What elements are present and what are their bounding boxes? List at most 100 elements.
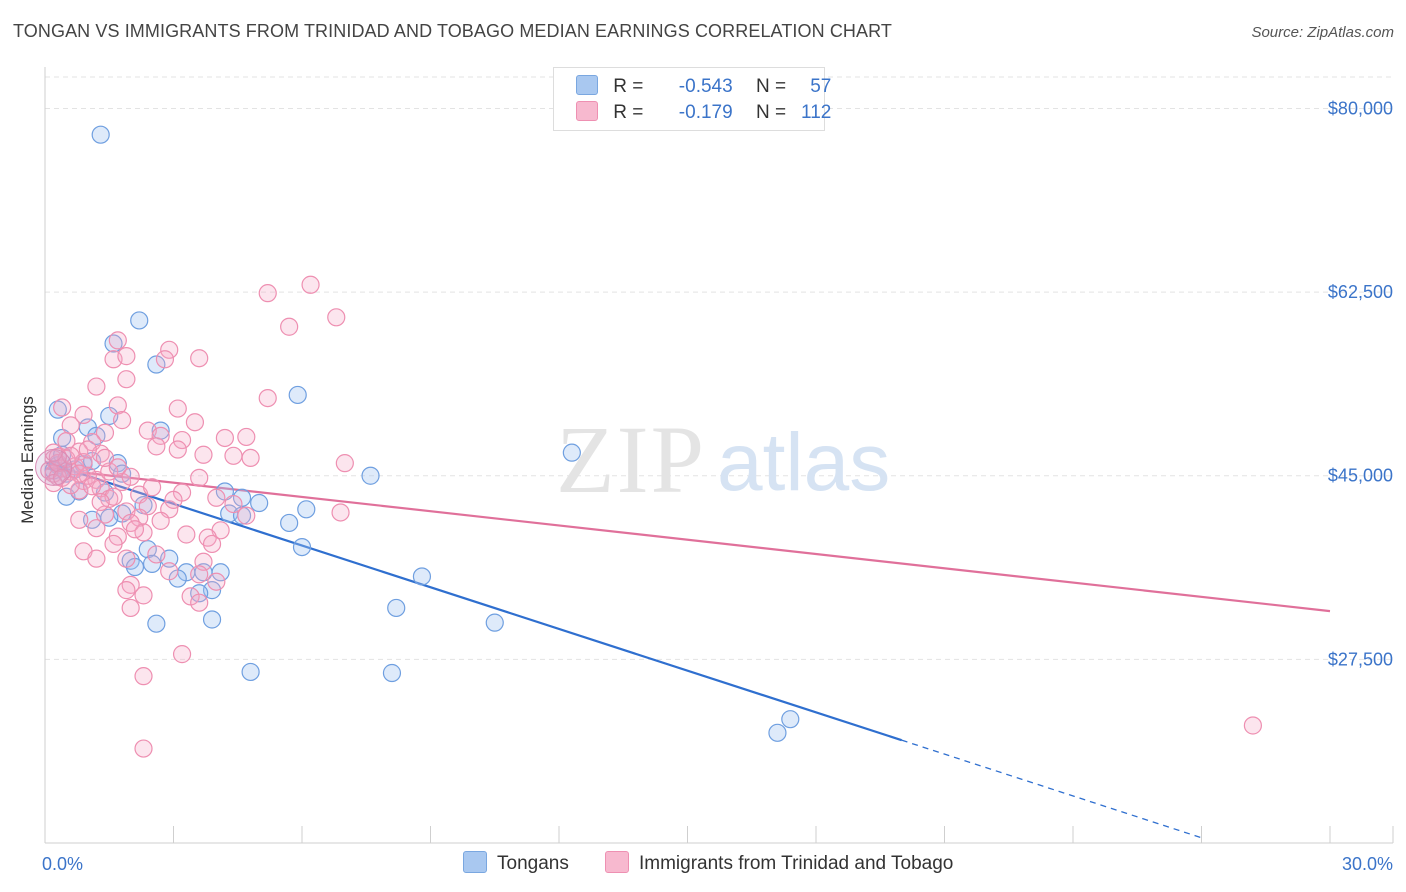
data-point: [100, 462, 119, 481]
trend-line-trinidad-tobago: [44, 467, 1331, 613]
legend-swatch-pink: [576, 101, 598, 121]
series-trinidad-tobago: [40, 275, 1263, 758]
legend-row-tongans: R = -0.543 N = 57: [576, 75, 831, 101]
data-point: [301, 275, 320, 294]
data-point: [207, 572, 226, 591]
data-point: [331, 503, 350, 522]
data-point: [292, 537, 312, 557]
data-point: [74, 405, 93, 424]
y-tick-label: $62,500: [1328, 282, 1393, 302]
data-point: [44, 443, 63, 462]
data-point: [172, 430, 192, 450]
data-point: [215, 428, 234, 448]
bottom-legend-label: Immigrants from Trinidad and Tobago: [639, 853, 954, 874]
data-point: [190, 593, 209, 612]
data-point: [108, 331, 127, 350]
data-point: [485, 613, 504, 632]
data-point: [147, 614, 166, 633]
x-tick-label-max: 30.0%: [1342, 854, 1393, 874]
data-point: [108, 396, 127, 415]
data-point: [138, 540, 157, 559]
data-point-cluster: [35, 448, 73, 486]
data-point: [160, 562, 179, 581]
data-point: [78, 440, 97, 459]
data-point: [258, 284, 277, 303]
data-point: [562, 443, 581, 462]
data-point: [112, 411, 132, 430]
data-point: [125, 520, 145, 539]
trend-line-tongans: [44, 461, 903, 742]
data-point: [241, 448, 260, 468]
data-point: [61, 416, 80, 435]
legend-row-trinidad: R = -0.179 N = 112: [576, 101, 831, 127]
data-point: [250, 493, 269, 513]
data-point: [112, 472, 132, 492]
data-point: [61, 476, 80, 495]
watermark: ZIP atlas: [556, 406, 890, 513]
data-point: [83, 477, 102, 496]
data-point: [91, 492, 110, 512]
chart-title: TONGAN VS IMMIGRANTS FROM TRINIDAD AND T…: [13, 21, 893, 41]
data-point: [202, 610, 222, 629]
data-point: [57, 432, 76, 451]
legend-swatch-blue: [576, 75, 598, 95]
data-point: [164, 490, 183, 509]
data-point: [194, 445, 213, 464]
legend-r-value: -0.179: [678, 102, 733, 123]
data-points: [35, 125, 1263, 758]
data-point: [95, 448, 115, 468]
data-point: [297, 500, 316, 519]
data-point: [155, 350, 175, 369]
data-point: [142, 478, 162, 497]
trend-line-tongans-extension: [901, 739, 1202, 839]
data-point: [1243, 716, 1263, 735]
data-point: [168, 399, 187, 418]
data-point: [70, 510, 89, 529]
data-point: [151, 426, 170, 445]
data-point: [258, 388, 277, 408]
legend-n-value: 112: [801, 102, 832, 123]
data-point: [53, 398, 72, 417]
data-point: [134, 586, 153, 605]
data-point: [121, 598, 140, 618]
data-point: [147, 355, 166, 374]
data-point: [768, 723, 787, 742]
data-point: [327, 308, 346, 327]
trend-lines: [44, 461, 1331, 839]
data-point: [61, 446, 80, 465]
data-point: [142, 554, 162, 573]
data-point: [237, 427, 256, 447]
data-point: [87, 377, 106, 396]
data-point: [224, 494, 243, 514]
data-point: [211, 563, 230, 582]
data-point: [335, 454, 354, 473]
data-point: [134, 667, 153, 686]
data-point: [95, 423, 115, 442]
watermark-atlas: atlas: [717, 417, 890, 508]
x-tick-labels: 0.0% 30.0%: [42, 854, 1393, 874]
data-point: [91, 125, 110, 144]
data-point: [177, 525, 196, 544]
correlation-legend: R = -0.543 N = 57 R = -0.179 N = 112: [553, 67, 831, 131]
data-point: [361, 466, 380, 485]
bottom-legend-label: Tongans: [497, 853, 569, 874]
data-point: [130, 508, 149, 527]
gridlines: [45, 76, 1393, 660]
data-point: [202, 534, 222, 554]
data-point: [151, 511, 170, 530]
legend-r-value: -0.543: [678, 76, 733, 97]
data-point: [190, 349, 209, 368]
data-point: [241, 662, 260, 682]
data-point: [387, 598, 406, 618]
data-point: [108, 458, 127, 477]
data-point: [224, 446, 243, 465]
bottom-legend-swatch-pink: [605, 851, 629, 873]
data-point: [190, 468, 209, 487]
x-tick-label-min: 0.0%: [42, 854, 83, 874]
legend-n-label: N =: [755, 76, 787, 97]
y-tick-label: $45,000: [1328, 466, 1393, 486]
data-point: [160, 340, 179, 359]
data-point: [147, 437, 166, 456]
data-point: [87, 549, 106, 568]
